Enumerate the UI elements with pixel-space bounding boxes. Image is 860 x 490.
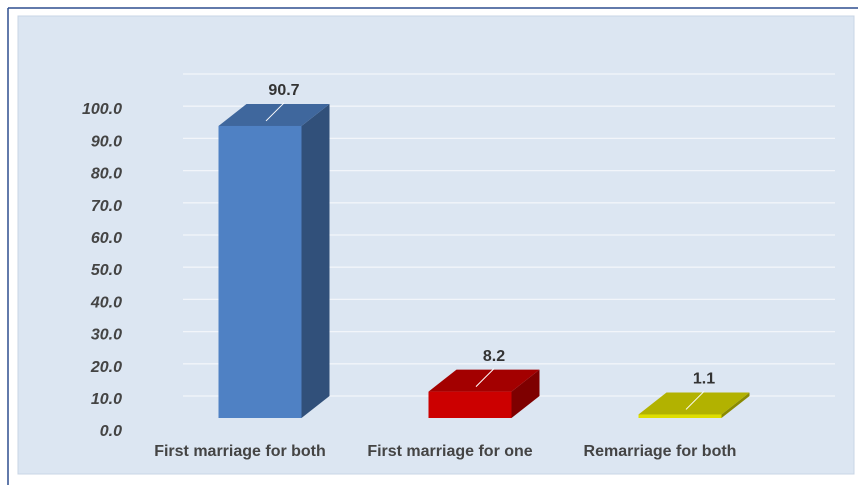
y-tick-label: 20.0 bbox=[90, 359, 122, 376]
label-leader bbox=[265, 102, 285, 122]
bar bbox=[638, 414, 722, 418]
x-tick-label: First marriage for both bbox=[154, 443, 326, 460]
bar-top bbox=[218, 103, 330, 126]
y-tick-label: 50.0 bbox=[91, 262, 122, 279]
y-tick-label: 30.0 bbox=[91, 327, 122, 344]
y-tick-label: 0.0 bbox=[100, 423, 122, 440]
y-tick-label: 80.0 bbox=[91, 166, 122, 183]
x-tick-label: Remarriage for both bbox=[584, 443, 737, 460]
bar-top bbox=[428, 369, 540, 392]
value-label: 90.7 bbox=[268, 82, 299, 99]
value-label: 1.1 bbox=[693, 371, 715, 388]
value-label: 8.2 bbox=[483, 348, 505, 365]
y-tick-label: 90.0 bbox=[91, 133, 122, 150]
bar-top bbox=[638, 392, 750, 415]
bar bbox=[428, 391, 512, 418]
label-leader bbox=[475, 368, 495, 387]
y-tick-label: 70.0 bbox=[91, 198, 122, 215]
y-tick-label: 10.0 bbox=[91, 391, 122, 408]
y-tick-label: 100.0 bbox=[82, 101, 122, 118]
label-leader bbox=[685, 391, 705, 410]
bar-side bbox=[721, 392, 750, 418]
y-tick-label: 40.0 bbox=[90, 294, 122, 311]
y-tick-label: 60.0 bbox=[91, 230, 122, 247]
bar bbox=[218, 125, 302, 419]
x-tick-label: First marriage for one bbox=[367, 443, 532, 460]
bar-side bbox=[511, 369, 540, 418]
bar-side bbox=[301, 103, 330, 419]
